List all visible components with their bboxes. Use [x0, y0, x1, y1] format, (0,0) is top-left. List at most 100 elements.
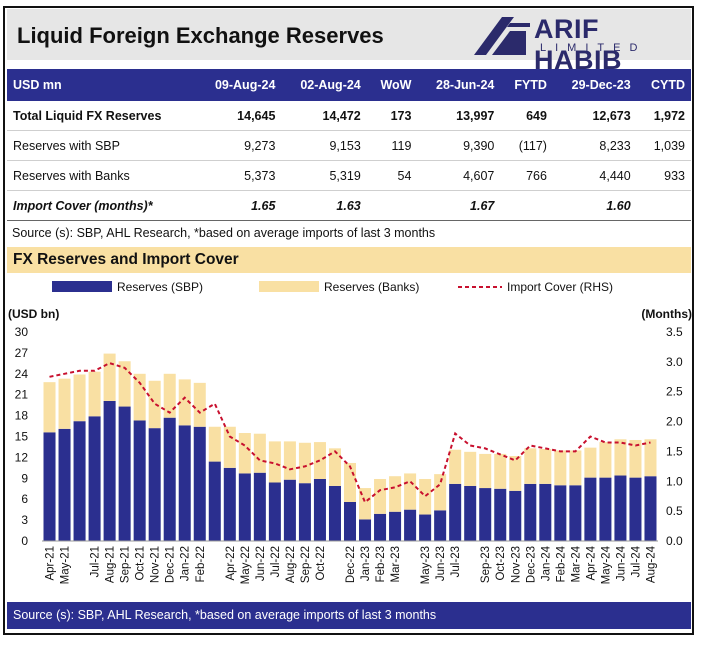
- row-label: Total Liquid FX Reserves: [7, 101, 197, 131]
- bar-banks: [554, 450, 567, 486]
- source-note-bottom: Source (s): SBP, AHL Research, *based on…: [13, 608, 437, 622]
- bar-banks: [88, 371, 101, 417]
- bar-banks: [389, 476, 402, 512]
- bar-sbp: [584, 477, 597, 541]
- bar-sbp: [434, 510, 447, 541]
- table-cell: [500, 190, 553, 221]
- bar-sbp: [43, 432, 56, 541]
- bar-sbp: [253, 472, 266, 541]
- bar-banks: [148, 380, 161, 429]
- y-tick-left: 21: [15, 388, 29, 402]
- bar-sbp: [238, 473, 251, 541]
- bar-banks: [629, 439, 642, 478]
- bar-sbp: [118, 406, 131, 541]
- title-bar: Liquid Foreign Exchange Reserves ARIF HA…: [7, 9, 691, 75]
- bar-sbp: [449, 483, 462, 541]
- bar-banks: [118, 361, 131, 407]
- table-cell: 9,273: [196, 130, 282, 161]
- x-tick-label: Nov-23: [510, 546, 522, 583]
- x-tick-label: Feb-24: [555, 545, 567, 582]
- table-cell: 649: [500, 101, 553, 131]
- fx-reserves-chart: Reserves (SBP) Reserves (Banks) Import Cov…: [8, 280, 692, 584]
- bar-sbp: [223, 467, 236, 541]
- bar-banks: [374, 478, 387, 514]
- bar-sbp: [313, 478, 326, 541]
- table-cell: 1.65: [196, 190, 282, 221]
- row-label: Import Cover (months)*: [7, 190, 197, 221]
- y-tick-left: 24: [15, 367, 29, 381]
- bar-sbp: [539, 483, 552, 541]
- bar-banks: [178, 379, 191, 426]
- table-cell: 4,440: [552, 160, 637, 191]
- bar-banks: [73, 374, 86, 422]
- bar-banks: [238, 433, 251, 474]
- table-cell: 54: [366, 160, 418, 191]
- logo-mark-icon: [474, 17, 530, 55]
- table-cell: 13,997: [417, 101, 501, 131]
- x-tick-label: Dec-23: [525, 546, 537, 583]
- table-cell: 1,039: [636, 130, 691, 161]
- bar-sbp: [419, 514, 432, 541]
- y-tick-left: 30: [15, 325, 29, 339]
- legend-label-sbp: Reserves (SBP): [117, 280, 203, 294]
- bar-sbp: [569, 485, 582, 541]
- table-cell: 14,472: [281, 101, 367, 131]
- column-header: FYTD: [500, 69, 553, 101]
- legend-label-banks: Reserves (Banks): [324, 280, 419, 294]
- table-cell: 119: [366, 130, 418, 161]
- legend-swatch-banks: [259, 281, 319, 292]
- bar-banks: [449, 449, 462, 484]
- x-tick-label: Jul-23: [450, 546, 462, 577]
- x-tick-label: Nov-21: [150, 546, 162, 583]
- x-tick-label: Apr-24: [585, 545, 597, 580]
- table-cell: 14,645: [196, 101, 282, 131]
- x-tick-label: Jun-23: [435, 546, 447, 581]
- x-tick-label: Apr-22: [225, 546, 237, 581]
- x-tick-label: May-22: [240, 546, 252, 584]
- y-axis-left-title: (USD bn): [8, 307, 59, 321]
- y-tick-left: 12: [15, 450, 29, 464]
- x-tick-label: Jun-24: [615, 545, 627, 581]
- bar-banks: [43, 382, 56, 433]
- bar-sbp: [208, 461, 221, 541]
- x-tick-label: Aug-22: [285, 546, 297, 583]
- bar-sbp: [178, 425, 191, 541]
- table-cell: 933: [636, 160, 691, 191]
- x-tick-label: Jul-22: [270, 546, 282, 577]
- table-cell: 5,319: [281, 160, 367, 191]
- bar-banks: [163, 373, 176, 418]
- y-tick-right: 3.0: [666, 355, 683, 369]
- y-tick-left: 9: [21, 471, 28, 485]
- y-tick-right: 3.5: [666, 325, 683, 339]
- table-cell: (117): [500, 130, 553, 161]
- bar-sbp: [614, 475, 627, 541]
- x-tick-label: Oct-23: [495, 546, 507, 581]
- bar-sbp: [389, 511, 402, 541]
- bar-sbp: [374, 513, 387, 541]
- bar-banks: [404, 473, 417, 510]
- x-tick-label: Jan-23: [360, 546, 372, 581]
- bar-sbp: [554, 485, 567, 541]
- x-tick-label: Aug-24: [645, 545, 657, 583]
- bar-banks: [464, 451, 477, 486]
- table-row: Import Cover (months)* 1.65 1.63 1.67 1.…: [7, 190, 691, 221]
- bar-sbp: [599, 477, 612, 541]
- column-header: CYTD: [636, 69, 691, 101]
- bar-banks: [614, 439, 627, 476]
- column-header: 09-Aug-24: [196, 69, 282, 101]
- bar-sbp: [464, 485, 477, 541]
- y-tick-left: 27: [15, 346, 29, 360]
- legend-swatch-sbp: [52, 281, 112, 292]
- x-tick-label: Dec-22: [345, 546, 357, 583]
- bar-banks: [509, 456, 522, 491]
- table-cell: 9,390: [417, 130, 501, 161]
- x-tick-label: Dec-21: [165, 546, 177, 583]
- bar-sbp: [58, 428, 71, 541]
- table-cell: 1.63: [281, 190, 367, 221]
- bar-banks: [313, 442, 326, 479]
- column-header: 29-Dec-23: [552, 69, 637, 101]
- x-tick-label: Sep-21: [120, 546, 132, 583]
- bar-sbp: [359, 519, 372, 541]
- fx-reserves-table: USD mn 09-Aug-24 02-Aug-24 WoW 28-Jun-24…: [7, 69, 691, 221]
- bar-sbp: [103, 400, 116, 541]
